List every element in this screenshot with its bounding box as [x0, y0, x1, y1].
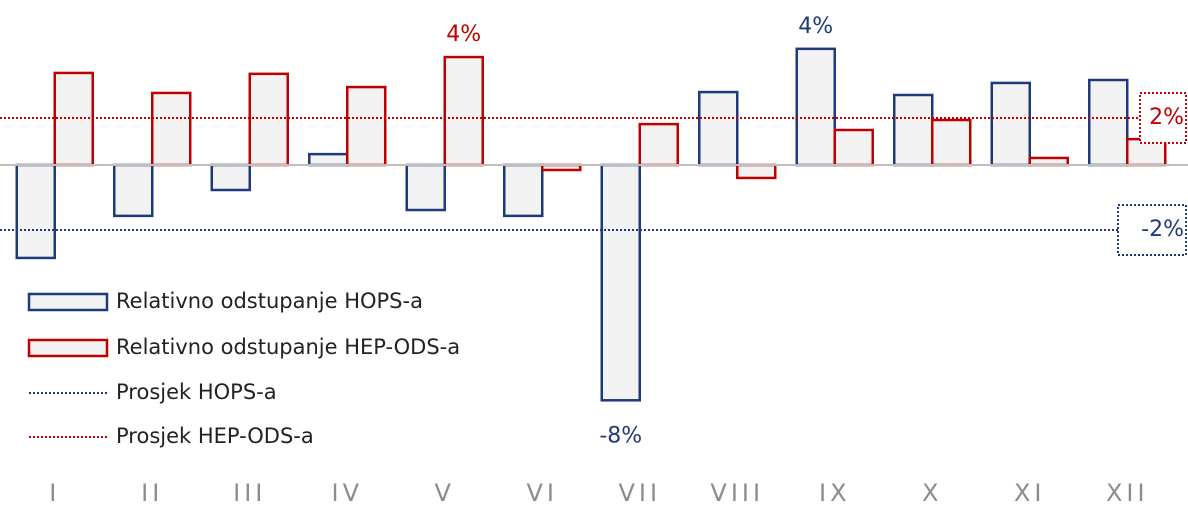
bar	[833, 128, 874, 167]
bar	[443, 55, 484, 167]
bar	[931, 118, 972, 167]
legend-label: Relativno odstupanje HEP-ODS-a	[116, 335, 460, 359]
average-label-box	[1117, 204, 1187, 256]
bar	[736, 163, 777, 180]
legend-label: Prosjek HOPS-a	[116, 380, 277, 404]
bar	[795, 47, 836, 167]
bar	[151, 91, 192, 167]
bar	[308, 152, 349, 167]
bar	[698, 90, 739, 167]
x-tick-label: VIII	[710, 479, 764, 506]
bar	[503, 163, 544, 218]
bar	[53, 71, 94, 167]
x-tick-label: XII	[1106, 479, 1149, 506]
bar	[248, 72, 289, 167]
x-tick-label: V	[435, 479, 455, 506]
average-label: -2%	[1141, 217, 1184, 242]
bar	[990, 81, 1031, 167]
value-label: 4%	[798, 14, 833, 39]
bar	[15, 163, 56, 260]
x-tick-label: IX	[819, 479, 851, 506]
average-label: 2%	[1149, 105, 1184, 130]
x-tick-label: III	[233, 479, 266, 506]
bar	[210, 163, 251, 192]
value-label: -8%	[599, 423, 642, 448]
x-tick-label: XI	[1014, 479, 1046, 506]
bar	[638, 122, 679, 167]
bar	[893, 93, 934, 167]
bar	[346, 85, 387, 167]
bar	[113, 163, 154, 218]
average-label-box	[1139, 91, 1187, 144]
legend-swatch	[27, 338, 109, 358]
bar	[1028, 156, 1069, 167]
x-tick-label: II	[141, 479, 163, 506]
legend-label: Relativno odstupanje HOPS-a	[116, 289, 423, 313]
legend-swatch	[27, 292, 109, 312]
x-tick-label: X	[922, 479, 942, 506]
bar	[1126, 137, 1167, 167]
bar	[1088, 78, 1129, 167]
x-tick-label: IV	[332, 479, 364, 506]
value-label: 4%	[446, 22, 481, 47]
x-tick-label: VI	[527, 479, 559, 506]
bar	[600, 163, 641, 402]
x-tick-label: VII	[618, 479, 661, 506]
x-tick-label: I	[49, 479, 60, 506]
legend-label: Prosjek HEP-ODS-a	[116, 424, 314, 448]
bar	[405, 163, 446, 212]
